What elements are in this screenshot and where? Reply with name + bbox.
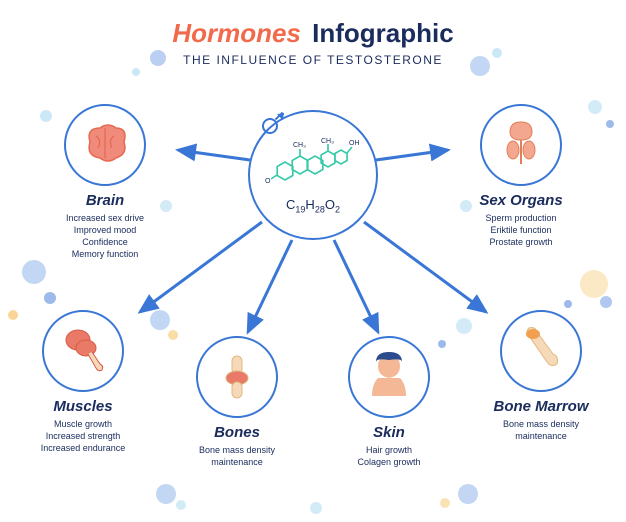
title-word1: Hormones — [172, 18, 301, 48]
node-desc: Muscle growthIncreased strengthIncreased… — [41, 418, 126, 454]
decor-dot — [150, 310, 170, 330]
decor-dot — [564, 300, 572, 308]
node-title: Bones — [214, 424, 260, 441]
node-skin: Skin Hair growthColagen growth — [324, 336, 454, 468]
bone-marrow-icon — [515, 324, 567, 379]
decor-dot — [156, 484, 176, 504]
node-desc: Hair growthColagen growth — [357, 444, 420, 468]
node-circle — [348, 336, 430, 418]
arrow-skin — [334, 240, 378, 332]
arrow-sex-organs — [376, 150, 448, 160]
node-brain: Brain Increased sex driveImproved moodCon… — [40, 104, 170, 261]
node-circle — [480, 104, 562, 186]
node-bones: Bones Bone mass densitymaintenance — [172, 336, 302, 468]
node-desc: Sperm productionEriktile functionProstat… — [485, 212, 556, 248]
arrow-brain — [178, 150, 250, 160]
header: Hormones Infographic THE INFLUENCE OF TE… — [0, 0, 626, 67]
muscles-icon — [58, 322, 108, 381]
svg-text:CH₃: CH₃ — [293, 142, 306, 149]
arrow-bones — [248, 240, 292, 332]
decor-dot — [458, 484, 478, 504]
node-circle — [196, 336, 278, 418]
sex-organs-icon — [496, 116, 546, 175]
decor-dot — [150, 50, 166, 66]
node-title: Muscles — [53, 398, 112, 415]
decor-dot — [588, 100, 602, 114]
title-word2: Infographic — [308, 18, 454, 48]
node-desc: Bone mass densitymaintenance — [503, 418, 579, 442]
node-title: Bone Marrow — [493, 398, 588, 415]
node-bone-marrow: Bone Marrow Bone mass densitymaintenance — [476, 310, 606, 442]
node-title: Sex Organs — [479, 192, 562, 209]
subtitle: THE INFLUENCE OF TESTOSTERONE — [0, 53, 626, 67]
skin-icon — [362, 348, 416, 407]
decor-dot — [492, 48, 502, 58]
decor-dot — [600, 296, 612, 308]
node-desc: Bone mass densitymaintenance — [199, 444, 275, 468]
svg-text:OH: OH — [349, 140, 360, 147]
decor-dot — [8, 310, 18, 320]
node-sex-organs: Sex Organs Sperm productionEriktile funct… — [456, 104, 586, 248]
decor-dot — [580, 270, 608, 298]
node-circle — [42, 310, 124, 392]
node-title: Skin — [373, 424, 405, 441]
male-symbol-icon — [262, 118, 278, 134]
decor-dot — [470, 56, 490, 76]
node-circle — [64, 104, 146, 186]
decor-dot — [440, 498, 450, 508]
decor-dot — [176, 500, 186, 510]
decor-dot — [132, 68, 140, 76]
brain-icon — [78, 118, 132, 173]
decor-dot — [310, 502, 322, 514]
decor-dot — [606, 120, 614, 128]
node-muscles: Muscles Muscle growthIncreased strengthIn… — [18, 310, 148, 454]
node-desc: Increased sex driveImproved moodConfiden… — [66, 212, 144, 261]
decor-dot — [456, 318, 472, 334]
formula-text: C19H28O2 — [286, 197, 340, 215]
decor-dot — [44, 292, 56, 304]
decor-dot — [22, 260, 46, 284]
title: Hormones Infographic — [0, 18, 626, 49]
svg-text:O: O — [265, 178, 271, 185]
bones-icon — [212, 348, 262, 407]
node-title: Brain — [86, 192, 124, 209]
molecule-icon: O CH₃ CH₃ OH — [265, 135, 361, 191]
node-circle — [500, 310, 582, 392]
svg-text:CH₃: CH₃ — [321, 138, 334, 145]
